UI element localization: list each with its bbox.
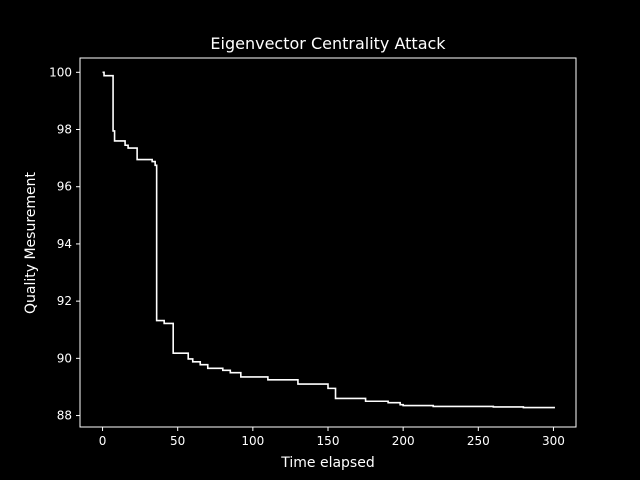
x-tick-label: 200 [392, 434, 415, 448]
x-tick-label: 300 [542, 434, 565, 448]
axis-ticks: 0 50 100 150 200 250 300 88 90 92 94 96 98 100 [49, 65, 565, 448]
y-tick-label: 92 [57, 294, 72, 308]
y-tick-label: 98 [57, 123, 72, 137]
x-tick-label: 50 [170, 434, 185, 448]
y-tick-label: 96 [57, 180, 72, 194]
chart-title: Eigenvector Centrality Attack [210, 34, 446, 53]
y-tick-label: 100 [49, 65, 72, 79]
x-tick-label: 250 [467, 434, 490, 448]
x-tick-label: 100 [241, 434, 264, 448]
y-tick-label: 90 [57, 351, 72, 365]
series-line [102, 71, 555, 409]
y-tick-label: 88 [57, 409, 72, 423]
x-axis-label: Time elapsed [280, 455, 374, 471]
x-tick-label: 0 [99, 434, 107, 448]
plot-frame [79, 57, 577, 428]
y-axis-label: Quality Mesurement [23, 171, 39, 314]
x-tick-label: 150 [317, 434, 340, 448]
y-tick-label: 94 [57, 237, 72, 251]
